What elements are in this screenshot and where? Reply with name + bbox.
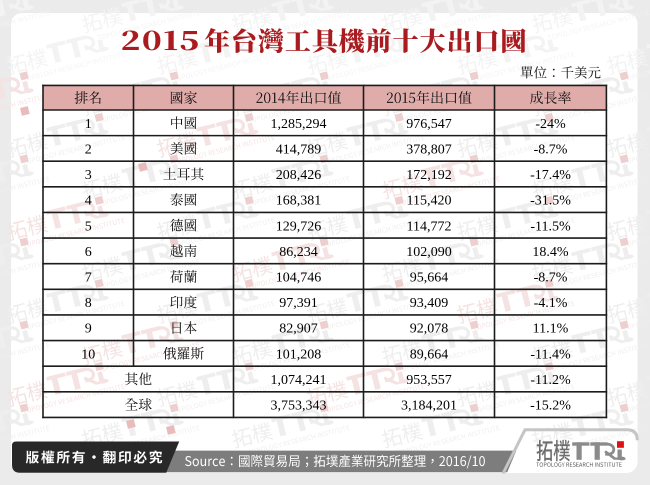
- svg-text:3,184,201: 3,184,201: [401, 399, 457, 414]
- svg-text:-8.7%: -8.7%: [534, 142, 568, 157]
- svg-text:18.4%: 18.4%: [532, 245, 569, 260]
- svg-text:-4.1%: -4.1%: [534, 296, 568, 311]
- svg-text:86,234: 86,234: [279, 245, 318, 260]
- svg-text:10: 10: [81, 347, 95, 362]
- svg-text:129,726: 129,726: [276, 219, 322, 234]
- svg-text:3: 3: [85, 168, 92, 183]
- svg-text:378,807: 378,807: [406, 142, 452, 157]
- svg-text:-8.7%: -8.7%: [534, 271, 568, 286]
- svg-text:-11.5%: -11.5%: [530, 219, 571, 234]
- svg-text:414,789: 414,789: [276, 142, 322, 157]
- svg-text:9: 9: [85, 322, 92, 337]
- svg-text:7: 7: [85, 271, 92, 286]
- svg-text:92,078: 92,078: [410, 322, 449, 337]
- svg-text:3,753,343: 3,753,343: [271, 399, 327, 414]
- svg-text:-11.2%: -11.2%: [530, 373, 571, 388]
- svg-text:1: 1: [85, 117, 92, 132]
- svg-text:82,907: 82,907: [279, 322, 318, 337]
- svg-text:102,090: 102,090: [406, 245, 452, 260]
- svg-text:89,664: 89,664: [410, 347, 449, 362]
- svg-text:95,664: 95,664: [410, 271, 449, 286]
- svg-text:2: 2: [85, 142, 92, 157]
- svg-text:-15.2%: -15.2%: [530, 399, 571, 414]
- svg-text:5: 5: [85, 219, 92, 234]
- svg-text:101,208: 101,208: [276, 347, 322, 362]
- svg-text:-11.4%: -11.4%: [530, 347, 571, 362]
- svg-text:115,420: 115,420: [407, 194, 452, 209]
- svg-text:953,557: 953,557: [406, 373, 452, 388]
- svg-text:93,409: 93,409: [410, 296, 449, 311]
- svg-text:97,391: 97,391: [279, 296, 318, 311]
- svg-text:104,746: 104,746: [276, 271, 322, 286]
- svg-text:11.1%: 11.1%: [533, 322, 569, 337]
- svg-text:1,074,241: 1,074,241: [271, 373, 327, 388]
- svg-text:-24%: -24%: [535, 117, 566, 132]
- svg-text:-31.5%: -31.5%: [530, 194, 571, 209]
- svg-text:-17.4%: -17.4%: [530, 168, 571, 183]
- svg-text:114,772: 114,772: [407, 219, 452, 234]
- svg-text:8: 8: [85, 296, 92, 311]
- svg-text:4: 4: [85, 194, 92, 209]
- svg-text:1,285,294: 1,285,294: [271, 117, 327, 132]
- svg-text:172,192: 172,192: [406, 168, 452, 183]
- svg-text:976,547: 976,547: [406, 117, 452, 132]
- svg-text:208,426: 208,426: [276, 168, 322, 183]
- svg-text:168,381: 168,381: [276, 194, 322, 209]
- svg-text:6: 6: [85, 245, 92, 260]
